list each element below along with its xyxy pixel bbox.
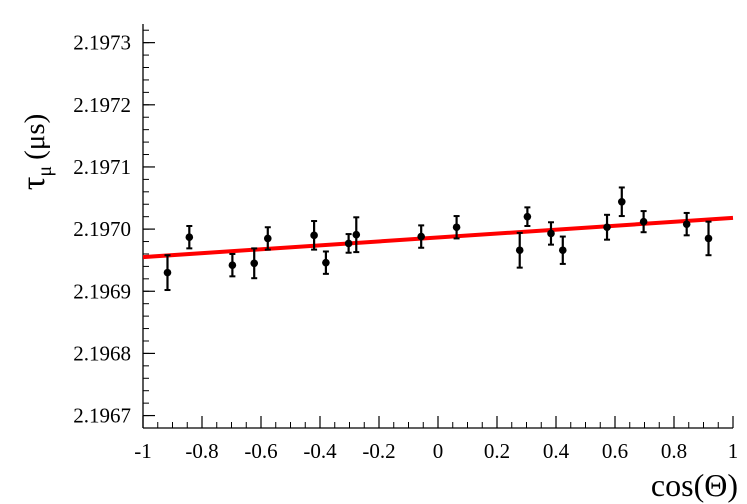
x-tick-label: -0.6: [244, 439, 277, 463]
data-point: [515, 231, 524, 269]
data-marker: [558, 246, 567, 255]
y-tick-label: 2.1969: [73, 279, 131, 303]
y-tick-label: 2.1967: [73, 404, 131, 428]
data-marker: [523, 212, 532, 221]
x-tick-label: 0: [433, 439, 444, 463]
data-marker: [417, 232, 425, 241]
y-axis-unit: (μs): [19, 114, 51, 160]
data-marker: [682, 220, 691, 228]
data-marker: [250, 259, 259, 268]
x-tick-label: -0.2: [362, 439, 395, 463]
y-tick-label: 2.1972: [73, 93, 131, 117]
data-point: [558, 235, 567, 265]
data-point: [163, 254, 172, 292]
data-point: [250, 247, 259, 280]
x-tick-label: 0.4: [543, 439, 570, 463]
x-tick-label: 0.6: [602, 439, 628, 463]
data-point: [310, 220, 318, 251]
data-marker: [185, 233, 194, 241]
data-point: [322, 250, 330, 275]
data-point: [452, 215, 461, 240]
data-marker: [704, 234, 713, 243]
data-point: [617, 186, 626, 218]
data-marker: [547, 229, 555, 238]
data-marker: [617, 197, 626, 206]
y-ticks: 2.1967 2.1968 2.1969 2.1970 2.1971 2.1972 2.19…: [73, 29, 155, 429]
x-tick-label: -1: [134, 439, 152, 463]
data-point: [185, 225, 194, 250]
data-marker: [452, 223, 461, 232]
data-marker: [263, 234, 272, 243]
fit-line-group: [142, 215, 734, 260]
data-point: [547, 221, 555, 246]
y-tick-label: 2.1971: [73, 155, 131, 179]
x-axis-title: cos(Θ): [651, 467, 738, 503]
fit-line: [142, 215, 734, 260]
data-marker: [163, 268, 172, 277]
data-point: [682, 211, 691, 237]
data-point: [417, 224, 425, 249]
data-marker: [515, 246, 524, 255]
data-marker: [322, 258, 330, 267]
x-tick-label: 0.8: [661, 439, 687, 463]
y-axis-symbol: τ: [15, 177, 52, 191]
x-tick-label: -0.8: [185, 439, 218, 463]
y-tick-label: 2.1973: [73, 31, 131, 55]
x-tick-label: -0.4: [303, 439, 337, 463]
y-tick-label: 2.1970: [73, 217, 131, 241]
data-marker: [310, 231, 318, 240]
y-tick-label: 2.1968: [73, 341, 131, 365]
data-marker: [603, 223, 611, 232]
data-points: [163, 186, 713, 292]
data-marker: [352, 230, 361, 239]
y-axis-title: τμ (μs): [15, 114, 56, 191]
data-point: [228, 252, 237, 278]
x-tick-label: 1: [728, 439, 739, 463]
data-point: [639, 210, 648, 234]
y-axis-subscript: μ: [34, 166, 56, 177]
x-tick-label: 0.2: [484, 439, 510, 463]
data-point: [603, 213, 611, 241]
data-point: [263, 226, 272, 251]
data-point: [344, 233, 353, 254]
data-marker: [344, 239, 353, 248]
data-point: [523, 206, 532, 227]
x-ticks: -1 -0.8 -0.6 -0.4 -0.2 0 0.2 0.4 0.6 0.8 1: [134, 416, 738, 463]
data-marker: [639, 217, 648, 226]
data-marker: [228, 261, 237, 269]
data-point: [352, 216, 361, 254]
data-point: [704, 220, 713, 257]
